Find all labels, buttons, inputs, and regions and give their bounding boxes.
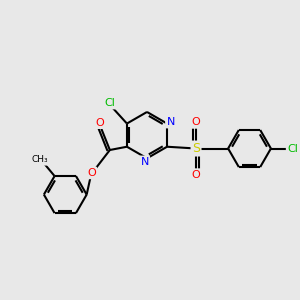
Text: N: N: [167, 117, 175, 127]
Text: Cl: Cl: [105, 98, 116, 108]
Text: O: O: [95, 118, 104, 128]
Text: CH₃: CH₃: [32, 155, 48, 164]
Text: N: N: [140, 157, 149, 167]
Text: O: O: [192, 170, 200, 180]
Text: O: O: [87, 168, 96, 178]
Text: S: S: [192, 142, 200, 155]
Text: O: O: [192, 117, 200, 128]
Text: Cl: Cl: [287, 143, 298, 154]
